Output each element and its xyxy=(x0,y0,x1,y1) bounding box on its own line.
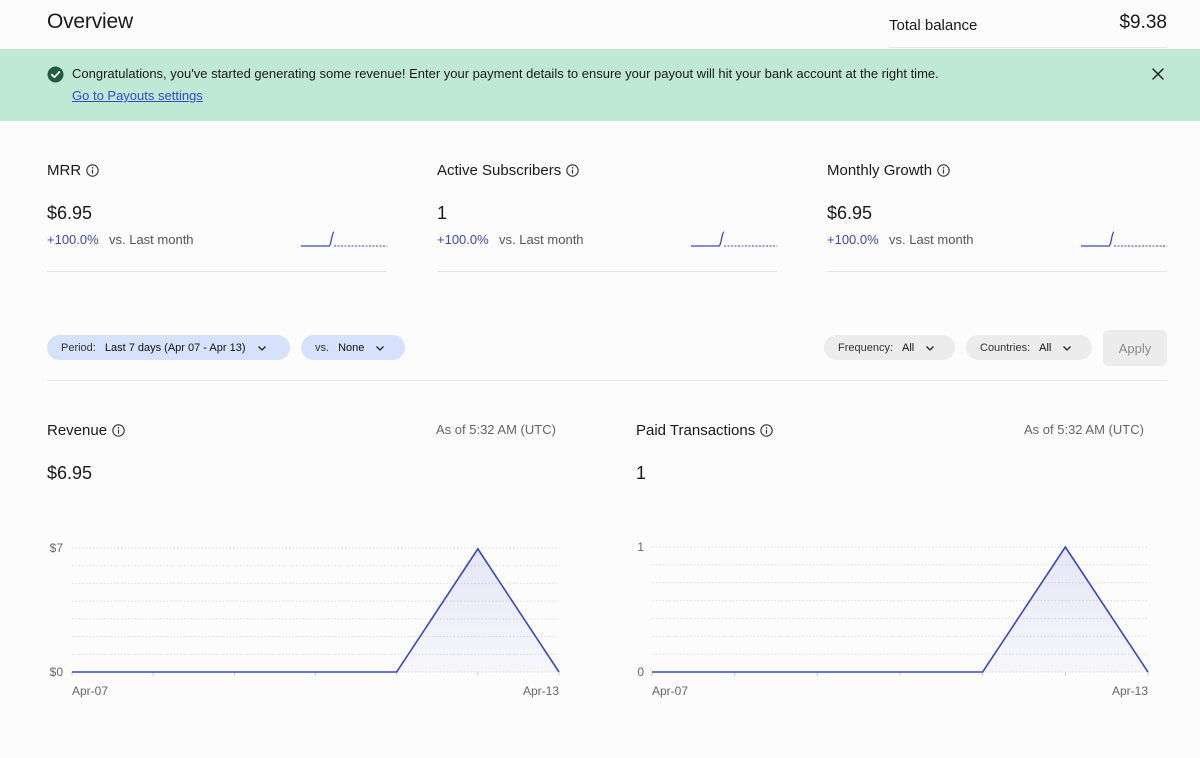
chevron-down-icon xyxy=(926,345,935,351)
total-balance-label: Total balance xyxy=(889,17,978,34)
filter-divider xyxy=(47,380,1167,381)
chart-as-of: As of 5:32 AM (UTC) xyxy=(436,422,556,437)
metric-title: Active Subscribers xyxy=(437,162,562,179)
info-icon[interactable] xyxy=(760,424,773,437)
banner-message: Congratulations, you've started generati… xyxy=(72,66,939,81)
frequency-label: Frequency: xyxy=(838,341,894,354)
y-tick-label: 0 xyxy=(637,665,644,679)
y-tick-label: 1 xyxy=(637,540,644,554)
metric-divider xyxy=(827,271,1167,272)
period-filter[interactable]: Period: Last 7 days (Apr 07 - Apr 13) xyxy=(47,335,290,360)
paid-transactions-chart-card: Paid Transactions As of 5:32 AM (UTC) 1 … xyxy=(636,420,1156,720)
chart-title: Paid Transactions xyxy=(636,422,756,439)
metric-title: Monthly Growth xyxy=(827,162,933,179)
metric-value: $6.95 xyxy=(47,203,93,223)
chart-summary-value: 1 xyxy=(636,463,647,483)
balance-divider xyxy=(889,47,1167,48)
metric-divider xyxy=(437,271,777,272)
metric-change: +100.0% xyxy=(827,232,879,247)
frequency-value: All xyxy=(902,341,915,354)
close-icon[interactable] xyxy=(1150,66,1166,82)
sparkline xyxy=(1081,231,1167,247)
vs-value: None xyxy=(338,341,365,354)
info-icon[interactable] xyxy=(112,424,125,437)
metric-change: +100.0% xyxy=(47,232,99,247)
revenue-chart: $0 $7 Apr-07 Apr-13 xyxy=(50,541,560,698)
metric-divider xyxy=(47,271,387,272)
metric-compare: vs. Last month xyxy=(109,232,194,247)
chevron-down-icon xyxy=(257,345,266,351)
y-tick-label: $7 xyxy=(50,541,64,555)
compare-filter[interactable]: vs. None xyxy=(301,335,405,360)
metric-value: 1 xyxy=(437,203,448,223)
period-label: Period: xyxy=(61,341,96,354)
check-circle-icon xyxy=(47,66,64,83)
metric-mrr: MRR $6.95 +100.0% vs. Last month xyxy=(47,160,387,273)
sparkline xyxy=(301,231,387,247)
page-title: Overview xyxy=(47,10,133,33)
frequency-filter[interactable]: Frequency: All xyxy=(824,335,955,360)
metric-monthly-growth: Monthly Growth $6.95 +100.0% vs. Last mo… xyxy=(827,160,1167,273)
sparkline xyxy=(691,231,777,247)
payouts-settings-link[interactable]: Go to Payouts settings xyxy=(72,88,203,103)
series-area xyxy=(72,548,559,672)
apply-button[interactable]: Apply xyxy=(1103,330,1167,366)
chevron-down-icon xyxy=(376,345,385,351)
chart-as-of: As of 5:32 AM (UTC) xyxy=(1024,422,1144,437)
y-tick-label: $0 xyxy=(50,665,64,679)
info-icon[interactable] xyxy=(937,164,950,177)
total-balance-value: $9.38 xyxy=(1119,12,1167,33)
metric-active-subscribers: Active Subscribers 1 +100.0% vs. Last mo… xyxy=(437,160,777,273)
x-tick-label: Apr-07 xyxy=(652,684,688,698)
paid-transactions-chart: 0 1 Apr-07 Apr-13 xyxy=(637,540,1149,698)
metric-title: MRR xyxy=(47,162,82,179)
metric-change: +100.0% xyxy=(437,232,489,247)
countries-label: Countries: xyxy=(980,341,1031,354)
countries-value: All xyxy=(1039,341,1052,354)
x-tick-label: Apr-07 xyxy=(72,684,108,698)
revenue-banner xyxy=(0,49,1200,121)
page-header: Overview Total balance $9.38 xyxy=(0,0,1200,49)
vs-label: vs. xyxy=(315,341,330,354)
revenue-chart-card: Revenue As of 5:32 AM (UTC) $6.95 $0 $7 Ap… xyxy=(47,420,567,720)
series-area xyxy=(652,547,1148,672)
info-icon[interactable] xyxy=(86,164,99,177)
series-line xyxy=(652,545,1149,673)
x-tick-label: Apr-13 xyxy=(523,684,559,698)
metric-compare: vs. Last month xyxy=(499,232,584,247)
chevron-down-icon xyxy=(1063,345,1072,351)
period-value: Last 7 days (Apr 07 - Apr 13) xyxy=(104,341,246,354)
chart-title: Revenue xyxy=(47,422,108,439)
x-tick-label: Apr-13 xyxy=(1112,684,1148,698)
series-line xyxy=(72,547,560,673)
countries-filter[interactable]: Countries: All xyxy=(966,335,1092,360)
metric-value: $6.95 xyxy=(827,203,873,223)
chart-summary-value: $6.95 xyxy=(47,463,93,483)
metric-compare: vs. Last month xyxy=(889,232,974,247)
info-icon[interactable] xyxy=(566,164,579,177)
